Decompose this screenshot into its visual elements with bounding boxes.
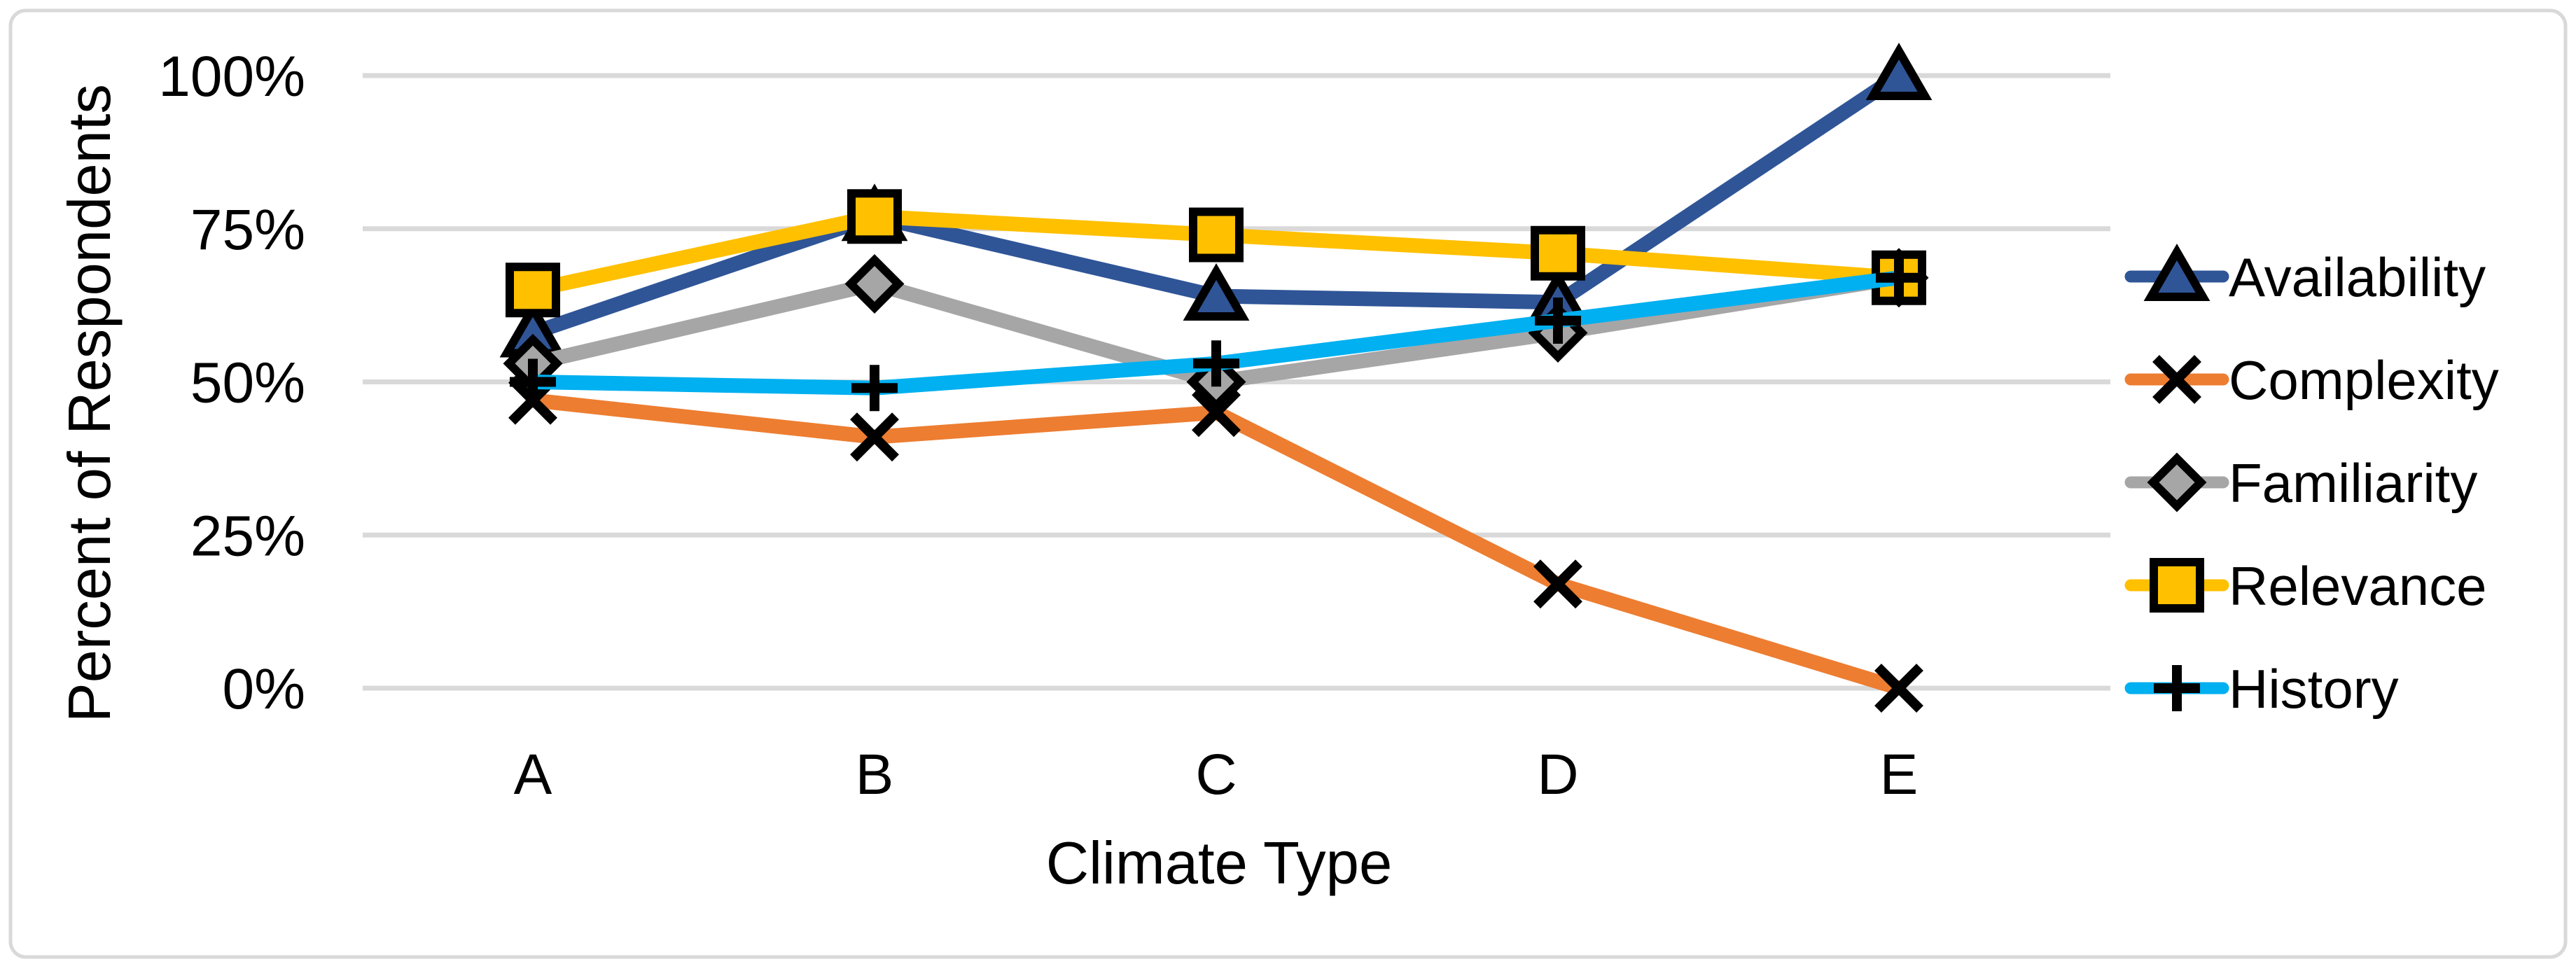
legend-square-marker-icon (2150, 558, 2204, 613)
series-complexity-marker (1874, 664, 1923, 713)
legend-item-familiarity: Familiarity (2124, 452, 2477, 514)
series-relevance-marker (847, 189, 902, 244)
chart-border (8, 8, 2568, 959)
y-tick-label: 0% (222, 657, 305, 721)
series-familiarity-marker (844, 254, 905, 314)
y-tick-label: 75% (190, 198, 305, 262)
legend: Availability Complexity Familiarity Relevan… (2124, 244, 2499, 720)
x-tick-label: E (1880, 743, 1919, 806)
series-complexity-line (525, 393, 1907, 696)
series-complexity (508, 375, 1923, 713)
legend-triangle-marker-icon (2143, 244, 2211, 301)
series-relevance-marker (1189, 207, 1244, 263)
x-axis-title: Climate Type (1046, 830, 1392, 897)
legend-item-availability: Availability (2124, 244, 2486, 308)
y-axis-title: Percent of Respondents (57, 84, 123, 722)
legend-label: Relevance (2229, 555, 2487, 617)
legend-label: Complexity (2229, 349, 2499, 411)
x-tick-label: C (1195, 743, 1237, 806)
legend-item-complexity: Complexity (2124, 349, 2499, 411)
series-history-marker (1876, 254, 1922, 301)
legend-label: Availability (2229, 246, 2486, 308)
series-relevance-marker (506, 263, 560, 318)
x-axis-tick-labels: A B C D E (514, 743, 1919, 806)
series-complexity-marker (1192, 388, 1241, 438)
series-availability-marker (1865, 43, 1933, 100)
x-tick-label: D (1537, 743, 1578, 806)
legend-item-history: History (2124, 658, 2399, 720)
series-history-marker (1535, 298, 1581, 344)
legend-diamond-marker-icon (2147, 452, 2207, 512)
x-tick-label: A (514, 743, 552, 806)
series-relevance-marker (1531, 225, 1585, 281)
series-complexity-marker (1533, 559, 1582, 609)
series-history-marker (851, 365, 898, 412)
legend-label: History (2229, 658, 2399, 720)
series-complexity-marker (850, 412, 899, 462)
legend-item-relevance: Relevance (2124, 555, 2487, 617)
series-history (510, 254, 1922, 412)
y-tick-label: 100% (158, 45, 305, 109)
y-tick-label: 25% (190, 504, 305, 568)
legend-label: Familiarity (2229, 452, 2477, 514)
legend-plus-marker-icon (2154, 665, 2200, 711)
series-availability-marker (1183, 263, 1250, 321)
y-axis-tick-labels: 100% 75% 50% 25% 0% (158, 45, 305, 721)
legend-x-marker-icon (2152, 355, 2201, 404)
x-tick-label: B (856, 743, 894, 806)
series-history-marker (510, 358, 556, 405)
series-history-marker (1193, 340, 1239, 387)
y-tick-label: 50% (190, 351, 305, 415)
